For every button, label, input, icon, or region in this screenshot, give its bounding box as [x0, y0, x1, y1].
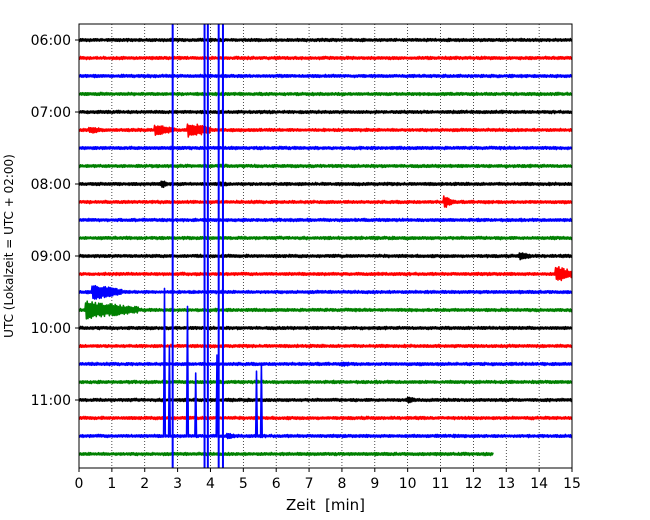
plot-frame: [78, 23, 573, 469]
y-tick-label: 09:00: [31, 249, 71, 265]
y-axis-ticks: 06:00 07:00 08:00 09:00 10:00 11:00: [31, 33, 79, 409]
trace-line: [79, 300, 572, 320]
vertical-gridlines: [111, 24, 540, 468]
x-tick-label: 11: [432, 476, 450, 492]
trace-line: [79, 235, 572, 241]
trace-line: [79, 180, 572, 189]
trace-line: [79, 109, 572, 115]
trace-line: [79, 379, 572, 385]
trace-line: [79, 451, 494, 457]
y-tick-label: 07:00: [31, 105, 71, 121]
x-tick-label: 7: [305, 476, 314, 492]
x-tick-label: 9: [370, 476, 379, 492]
trace-line: [79, 123, 572, 138]
y-tick-label: 10:00: [31, 321, 71, 337]
x-tick-label: 5: [239, 476, 248, 492]
x-tick-label: 3: [173, 476, 182, 492]
x-tick-label: 15: [563, 476, 581, 492]
trace-line: [79, 343, 572, 349]
trace-line: [79, 284, 572, 300]
x-axis-label: Zeit [min]: [286, 496, 365, 514]
x-tick-label: 10: [399, 476, 417, 492]
trace-line: [79, 415, 572, 421]
trace-line: [79, 266, 572, 282]
trace-line: [79, 396, 572, 404]
x-tick-label: 2: [140, 476, 149, 492]
trace-line: [79, 361, 572, 367]
x-axis-ticks: 0 1 2 3 4 5 6 7 8 9 10 11 12 13 14 15: [75, 468, 581, 492]
trace-group: [79, 24, 572, 468]
trace-line: [79, 91, 572, 97]
y-tick-label: 11:00: [31, 393, 71, 409]
x-tick-label: 8: [337, 476, 346, 492]
trace-line: [79, 73, 572, 79]
y-tick-label: 08:00: [31, 177, 71, 193]
x-tick-label: 4: [206, 476, 215, 492]
trace-line: [79, 145, 572, 151]
trace-line: [79, 287, 572, 440]
trace-line: [79, 195, 572, 208]
x-tick-label: 13: [497, 476, 515, 492]
trace-line: [79, 163, 572, 169]
trace-line: [79, 252, 572, 261]
trace-line: [79, 325, 572, 331]
x-tick-label: 12: [464, 476, 482, 492]
trace-line: [79, 55, 572, 61]
y-axis-label: UTC (Lokalzeit = UTC + 02:00): [2, 154, 16, 338]
x-tick-label: 1: [107, 476, 116, 492]
trace-line: [79, 217, 572, 223]
x-tick-label: 14: [530, 476, 548, 492]
x-tick-label: 6: [272, 476, 281, 492]
trace-line: [79, 37, 572, 43]
y-tick-label: 06:00: [31, 33, 71, 49]
x-tick-label: 0: [75, 476, 84, 492]
